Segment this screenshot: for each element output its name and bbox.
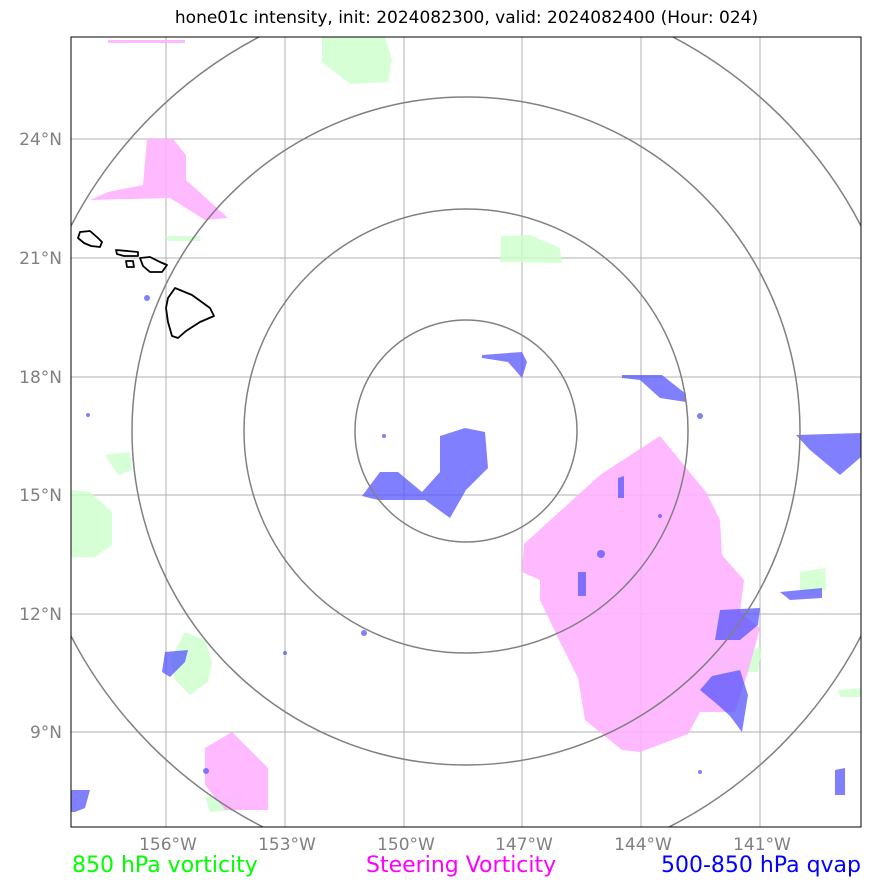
qvap-patch [361, 630, 367, 636]
range-ring-1 [354, 319, 578, 543]
lon-tick-label: 150°W [377, 835, 435, 855]
vorticity-850-patch [105, 452, 132, 475]
qvap-patch [780, 588, 822, 600]
qvap-patch [700, 670, 748, 732]
coastline-hawaii [77, 230, 215, 339]
qvap-patch [597, 550, 605, 558]
qvap-patch [482, 352, 527, 378]
legend-steering-vorticity: Steering Vorticity [366, 853, 557, 878]
vorticity-850-patch [170, 632, 212, 695]
lat-tick-label: 15°N [19, 486, 62, 506]
steering-vorticity-patch [90, 139, 228, 220]
vorticity-850-patch [322, 37, 392, 84]
vorticity-850-patch [500, 235, 562, 263]
qvap-patch [203, 768, 209, 774]
vorticity-850-patch [800, 568, 826, 592]
lat-tick-label: 21°N [19, 249, 62, 269]
qvap-patch [382, 434, 386, 438]
vorticity-850-patch [165, 236, 200, 241]
lat-tick-label: 18°N [19, 368, 62, 388]
qvap-patch [796, 433, 861, 475]
lon-tick-label: 144°W [614, 835, 672, 855]
plot-area [71, 37, 861, 827]
island-maui [139, 256, 168, 273]
plot-frame [70, 36, 862, 828]
qvap-patch [618, 476, 624, 498]
range-ring-2 [243, 208, 689, 654]
qvap-patch [162, 650, 188, 677]
qvap-patch [697, 413, 703, 419]
lat-tick-label: 24°N [19, 130, 62, 150]
island-lanai [125, 260, 135, 268]
island-hawaii [165, 287, 215, 339]
qvap-layer [71, 295, 861, 812]
range-ring-3 [131, 96, 801, 766]
island-oahu [77, 230, 103, 248]
steering-vorticity-layer [90, 40, 760, 810]
lat-tick-labels: 24°N 21°N 18°N 15°N 12°N 9°N [19, 130, 62, 743]
qvap-patch [658, 514, 662, 518]
qvap-patch [698, 770, 702, 774]
qvap-patch [835, 768, 845, 795]
legend-qvap: 500-850 hPa qvap [660, 853, 861, 878]
lon-tick-label: 141°W [733, 835, 791, 855]
qvap-patch [144, 295, 150, 301]
map-title: hone01c intensity, init: 2024082300, val… [174, 8, 759, 28]
qvap-patch [715, 608, 760, 640]
qvap-patch [283, 651, 287, 655]
qvap-patch [622, 375, 686, 402]
qvap-patch [362, 428, 488, 518]
lon-tick-label: 147°W [495, 835, 553, 855]
lon-tick-label: 153°W [258, 835, 316, 855]
vorticity-850-patch [838, 688, 861, 697]
lon-tick-labels: 156°W 153°W 150°W 147°W 144°W 141°W [139, 835, 791, 855]
island-molokai [115, 249, 139, 257]
lon-tick-label: 156°W [139, 835, 197, 855]
qvap-patch [71, 790, 90, 812]
steering-vorticity-patch [108, 40, 185, 43]
steering-vorticity-patch [205, 732, 268, 810]
lat-tick-label: 12°N [19, 605, 62, 625]
legend-850-vorticity: 850 hPa vorticity [72, 853, 258, 878]
steering-vorticity-patch [522, 436, 760, 752]
range-rings [71, 37, 861, 827]
lat-tick-label: 9°N [30, 723, 62, 743]
qvap-patch [578, 572, 586, 596]
vorticity-850-patch [71, 490, 112, 557]
qvap-patch [86, 413, 90, 417]
